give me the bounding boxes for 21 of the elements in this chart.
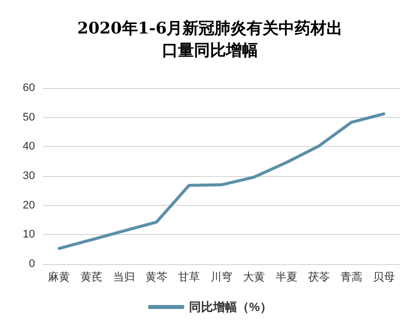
y-tick-label: 0 [28,258,35,270]
x-tick-label: 当归 [113,270,136,284]
y-tick-label: 40 [22,140,35,153]
x-tick-label: 青蒿 [340,270,362,284]
legend-label: 同比增幅（%） [189,300,272,314]
x-tick-label: 茯苓 [308,270,330,284]
x-tick-label: 黄芪 [80,270,103,284]
x-tick-label: 贝母 [372,272,395,284]
chart-title: 2020年1-6月新冠肺炎有关中药材出口量同比增幅 [77,18,343,60]
y-tick-label: 20 [22,199,35,212]
y-tick-label: 50 [22,111,35,124]
y-tick-label: 30 [22,170,35,182]
y-tick-label: 60 [22,82,35,94]
x-tick-label: 黄芩 [146,270,168,284]
x-tick-label: 麻黄 [48,270,70,284]
line-series [58,112,386,250]
x-tick-label: 大黄 [242,270,265,284]
x-tick-label: 甘草 [178,270,200,284]
x-tick-label: 川穹 [210,270,232,284]
y-tick-label: 10 [22,228,35,241]
x-tick-label: 半夏 [275,270,298,284]
